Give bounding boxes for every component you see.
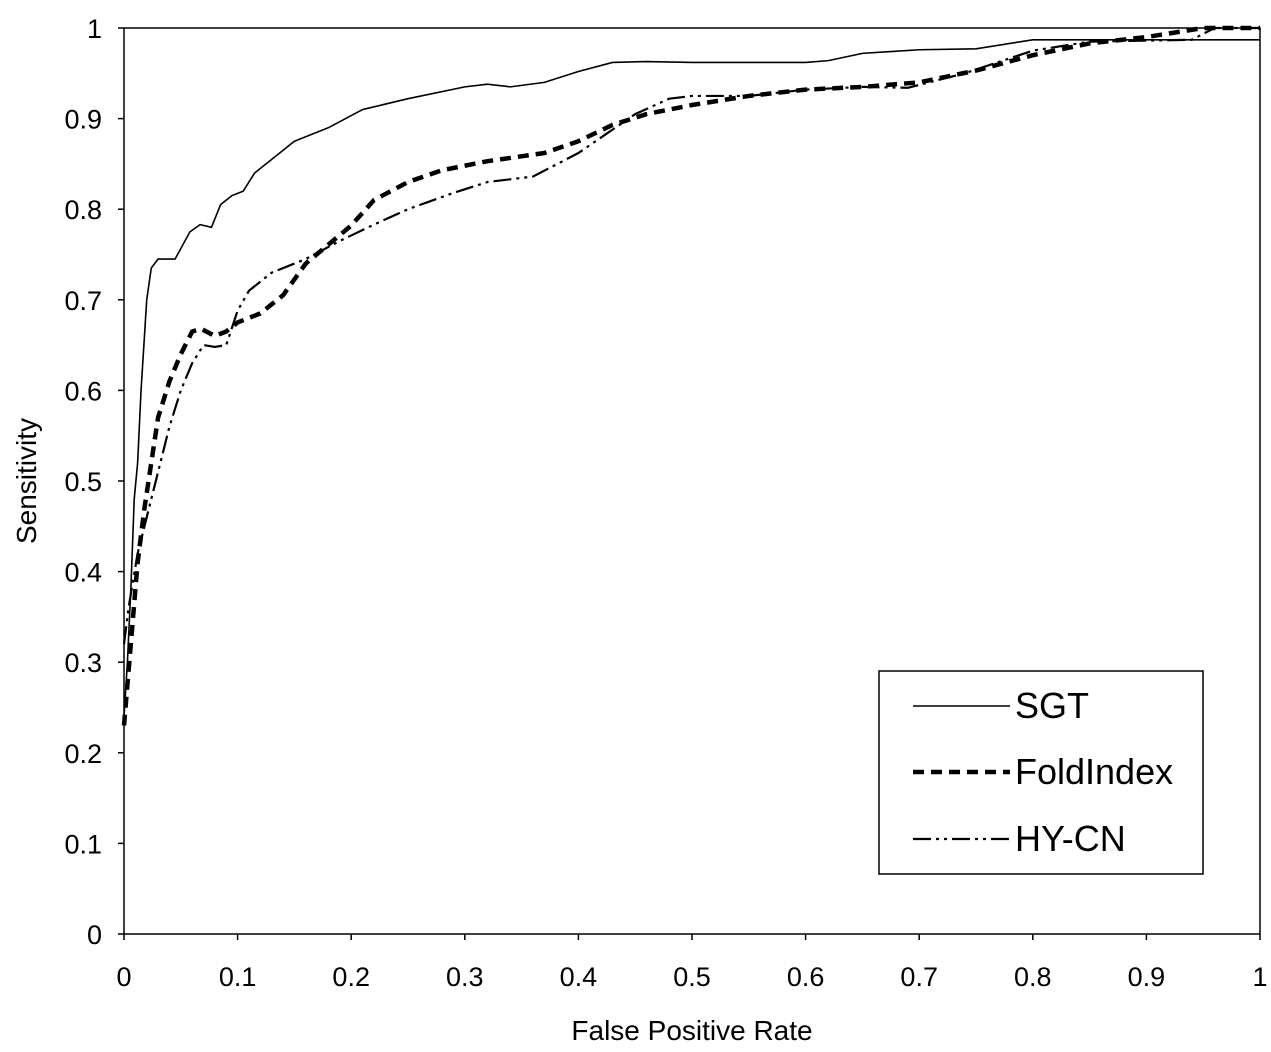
y-tick-label: 0.2 [64,739,102,769]
legend: SGT FoldIndex HY-CN [878,670,1204,875]
x-axis-ticks: 0 0.1 0.2 0.3 0.4 0.5 0.6 0.7 0.8 0.9 1 [116,934,1268,992]
series-layer [121,25,1260,726]
x-tick-label: 0.9 [1128,962,1166,992]
y-tick-label: 0.6 [64,376,102,406]
legend-label-foldindex: FoldIndex [1015,751,1173,792]
series-line-foldindex [121,25,1260,726]
y-axis-title: Sensitivity [11,418,42,544]
x-axis-title: False Positive Rate [571,1015,812,1046]
y-tick-label: 0.5 [64,467,102,497]
x-tick-label: 0.5 [673,962,711,992]
x-tick-label: 1 [1252,962,1267,992]
y-tick-label: 0.4 [64,558,102,588]
y-tick-label: 0 [87,920,102,950]
y-tick-label: 0.9 [64,105,102,135]
x-tick-label: 0.6 [787,962,825,992]
x-tick-label: 0 [116,962,131,992]
x-tick-label: 0.4 [560,962,598,992]
y-tick-label: 0.7 [64,286,102,316]
series-line-hy-cn [122,26,1260,645]
y-axis-ticks: 0 0.1 0.2 0.3 0.4 0.5 0.6 0.7 0.8 0.9 1 [64,14,124,950]
y-tick-label: 0.3 [64,648,102,678]
x-tick-label: 0.3 [446,962,484,992]
y-tick-label: 0.1 [64,829,102,859]
x-tick-label: 0.7 [900,962,938,992]
y-tick-label: 0.8 [64,195,102,225]
legend-label-hy-cn: HY-CN [1015,818,1126,859]
x-tick-label: 0.8 [1014,962,1052,992]
legend-label-sgt: SGT [1015,685,1089,726]
series-line-sgt [123,38,1260,717]
x-tick-label: 0.2 [332,962,370,992]
x-tick-label: 0.1 [219,962,257,992]
y-tick-label: 1 [87,14,102,44]
